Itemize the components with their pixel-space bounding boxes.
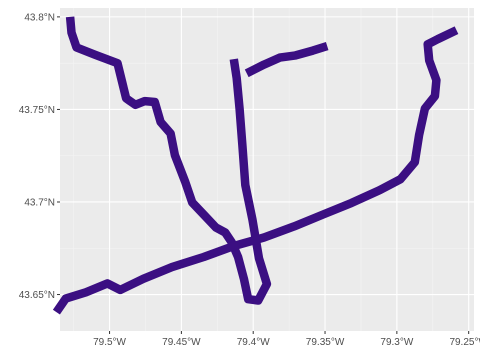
minor-gridlines [60,8,474,331]
y-tick-label: 43.8°N [24,12,55,23]
transit-routes [52,16,459,315]
x-tick-label: 79.3°W [380,337,413,348]
route-line-3 [52,26,459,315]
y-tick-label: 43.65°N [19,290,55,301]
x-tick-label: 79.25°W [449,337,480,348]
y-tick-label: 43.7°N [24,197,55,208]
x-axis: 79.5°W 79.45°W 79.4°W 79.35°W 79.3°W 79.25°W [93,331,480,348]
x-tick-label: 79.5°W [93,337,126,348]
route-line-1 [65,16,272,305]
x-tick-label: 79.35°W [306,337,345,348]
y-axis: 43.65°N 43.7°N 43.75°N 43.8°N [19,12,60,301]
x-tick-label: 79.45°W [162,337,201,348]
y-tick-label: 43.75°N [19,105,55,116]
x-tick-label: 79.4°W [237,337,270,348]
route-line-2 [244,42,329,78]
